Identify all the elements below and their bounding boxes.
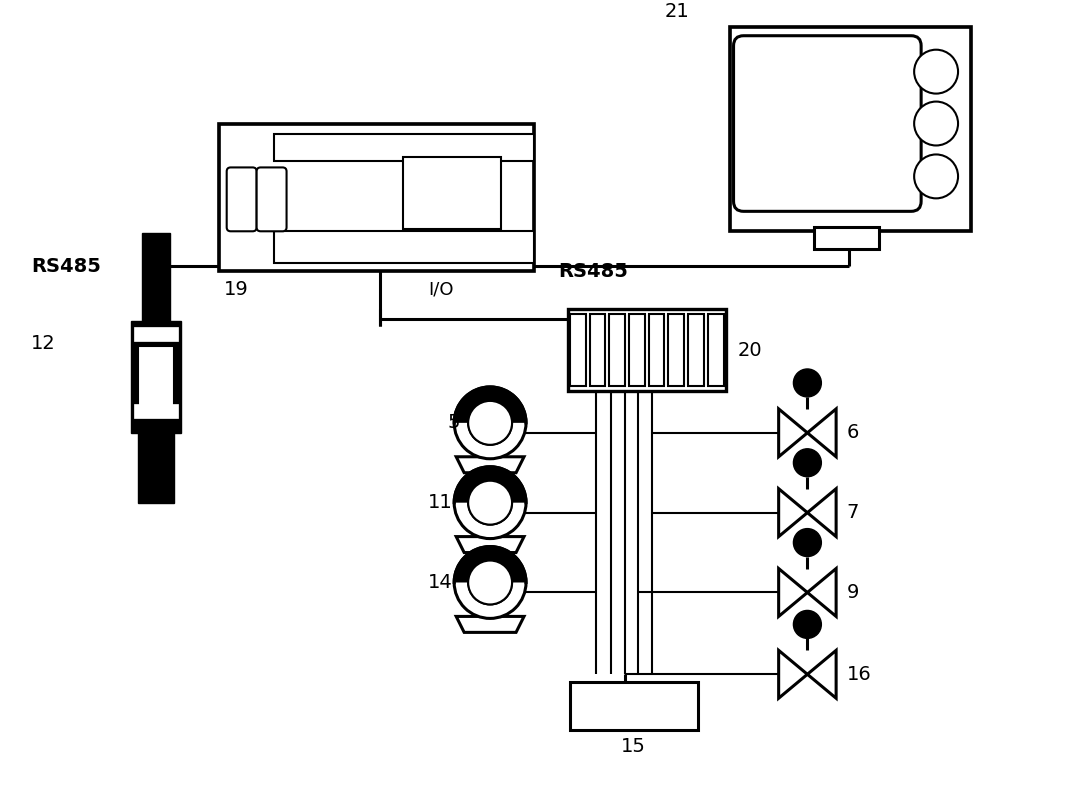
Text: I/O: I/O <box>428 280 453 298</box>
Circle shape <box>793 610 821 638</box>
Circle shape <box>455 467 526 539</box>
Text: 19: 19 <box>224 280 249 298</box>
Bar <box>815 227 879 249</box>
Polygon shape <box>778 409 807 457</box>
Bar <box>134 404 178 418</box>
Polygon shape <box>807 409 836 457</box>
Bar <box>669 314 684 386</box>
Text: 12: 12 <box>31 334 56 353</box>
Circle shape <box>455 547 526 618</box>
Circle shape <box>468 401 512 445</box>
Text: 20: 20 <box>738 341 762 359</box>
Circle shape <box>914 155 958 198</box>
Bar <box>131 321 181 433</box>
Bar <box>134 327 178 341</box>
Polygon shape <box>807 650 836 699</box>
Polygon shape <box>457 457 524 472</box>
Text: RS485: RS485 <box>557 261 628 281</box>
Bar <box>590 314 606 386</box>
Bar <box>609 314 625 386</box>
Bar <box>403 157 501 229</box>
Polygon shape <box>457 617 524 633</box>
Circle shape <box>468 480 512 525</box>
Text: 14: 14 <box>428 573 452 592</box>
Text: 7: 7 <box>847 503 859 522</box>
Bar <box>688 314 704 386</box>
Bar <box>273 231 534 263</box>
Circle shape <box>468 480 512 525</box>
Polygon shape <box>778 569 807 617</box>
Text: 6: 6 <box>847 423 859 443</box>
Text: 5: 5 <box>448 413 460 432</box>
Circle shape <box>468 561 512 605</box>
Text: 11: 11 <box>428 493 452 512</box>
Bar <box>570 314 585 386</box>
Bar <box>273 133 534 161</box>
Bar <box>219 124 534 271</box>
Bar <box>570 683 698 730</box>
Circle shape <box>914 102 958 145</box>
FancyBboxPatch shape <box>226 168 256 231</box>
Polygon shape <box>807 488 836 537</box>
Text: 21: 21 <box>665 2 689 22</box>
Bar <box>138 425 174 503</box>
Bar <box>142 233 169 323</box>
Circle shape <box>468 561 512 605</box>
Polygon shape <box>457 537 524 553</box>
Circle shape <box>793 369 821 397</box>
Circle shape <box>793 449 821 476</box>
Circle shape <box>468 401 512 445</box>
Text: 16: 16 <box>847 665 872 684</box>
Text: 9: 9 <box>847 583 859 602</box>
Text: 15: 15 <box>622 736 646 755</box>
Text: RS485: RS485 <box>31 257 101 276</box>
Polygon shape <box>807 569 836 617</box>
FancyBboxPatch shape <box>733 36 921 212</box>
FancyBboxPatch shape <box>256 168 286 231</box>
Circle shape <box>455 387 526 459</box>
Bar <box>730 26 971 231</box>
Polygon shape <box>778 650 807 699</box>
Circle shape <box>914 50 958 94</box>
Circle shape <box>793 529 821 557</box>
Bar <box>649 314 665 386</box>
Bar <box>138 346 174 411</box>
Bar <box>708 314 724 386</box>
Bar <box>629 314 644 386</box>
Bar <box>568 309 726 391</box>
Polygon shape <box>778 488 807 537</box>
